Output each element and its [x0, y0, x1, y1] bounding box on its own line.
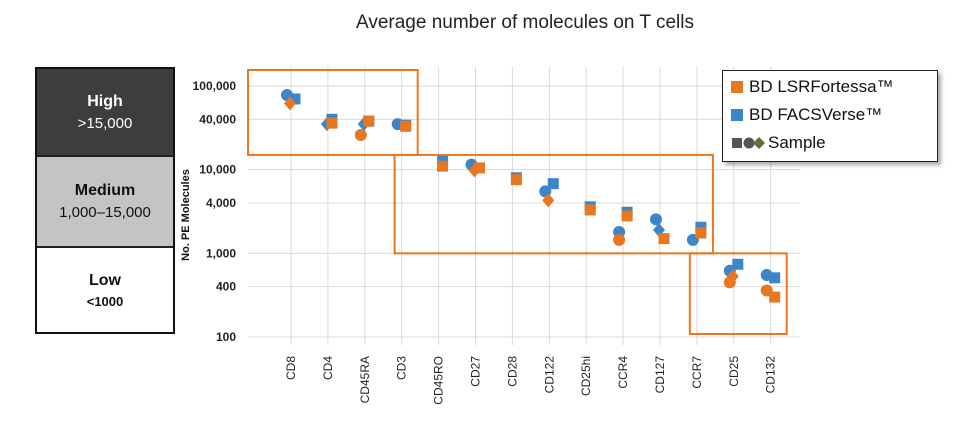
legend: BD LSRFortessa™ BD FACSVerse™ Sample [722, 70, 938, 162]
fortessa-square-marker [363, 115, 375, 127]
fortessa-circle-marker [760, 284, 773, 297]
fortessa-circle-marker [613, 233, 626, 246]
x-tick-label: CD3 [395, 356, 409, 380]
fortessa-diamond-marker [284, 96, 296, 111]
fortessa-diamond-marker [726, 269, 739, 284]
x-tick-label: CD45RO [432, 356, 446, 405]
fortessa-circle-marker [354, 128, 367, 141]
fortessa-square-marker [326, 117, 338, 129]
facsverse-swatch [731, 109, 743, 121]
legend-label-sample: Sample [768, 133, 826, 152]
legend-item-fortessa: BD LSRFortessa™ [731, 77, 894, 97]
x-tick-label: CD27 [469, 356, 483, 387]
region-box-high [247, 69, 419, 156]
legend-item-facsverse: BD FACSVerse™ [731, 105, 882, 125]
legend-label-facsverse: BD FACSVerse™ [749, 105, 883, 124]
region-box-medium [393, 153, 714, 255]
fortessa-swatch [731, 81, 743, 93]
x-tick-label: CD4 [321, 356, 335, 380]
y-axis-label: No. PE Molecules [180, 169, 192, 261]
x-tick-label: CD25hi [579, 356, 593, 396]
x-tick-label: CD28 [505, 356, 519, 387]
legend-label-fortessa: BD LSRFortessa™ [749, 77, 894, 96]
tier-low-name: Low [89, 271, 121, 289]
tier-high-name: High [87, 92, 123, 110]
tier-medium: Medium 1,000–15,000 [37, 155, 173, 248]
tier-medium-range: 1,000–15,000 [59, 204, 151, 221]
fortessa-diamond-marker [542, 193, 555, 208]
tier-medium-name: Medium [74, 182, 136, 199]
x-tick-label: CD132 [764, 356, 778, 394]
y-tick-label: 100,000 [193, 79, 237, 93]
fortessa-square-marker [621, 210, 633, 222]
fortessa-square-marker [769, 291, 781, 303]
facsverse-square-marker [732, 258, 744, 270]
facsverse-square-marker [437, 154, 449, 166]
facsverse-square-marker [289, 93, 301, 105]
tier-high: High >15,000 [37, 69, 173, 155]
region-box-low [688, 252, 788, 335]
facsverse-square-marker [769, 272, 781, 284]
x-tick-label: CD25 [727, 356, 741, 387]
expression-tier-panel: High >15,000 Medium 1,000–15,000 Low <10… [35, 67, 175, 334]
facsverse-square-marker [547, 178, 559, 190]
y-tick-label: 4,000 [206, 196, 236, 210]
facsverse-square-marker [695, 221, 707, 233]
fortessa-square-marker [437, 160, 449, 172]
x-tick-label: CCR7 [690, 356, 704, 389]
y-tick-label: 100 [216, 330, 236, 344]
y-tick-label: 10,000 [199, 163, 236, 177]
x-tick-label: CD122 [542, 356, 556, 394]
tier-high-range: >15,000 [77, 114, 133, 132]
fortessa-diamond-marker [468, 163, 481, 178]
x-tick-label: CD127 [653, 356, 667, 394]
tier-low: Low <1000 [37, 248, 173, 332]
fortessa-square-marker [474, 162, 485, 174]
y-tick-label: 1,000 [206, 246, 236, 260]
fortessa-square-marker [658, 233, 670, 245]
y-tick-label: 400 [216, 280, 236, 294]
fortessa-square-marker [584, 204, 596, 216]
fortessa-square-marker [695, 227, 707, 239]
x-tick-label: CD45RA [358, 356, 372, 403]
sample-marker-glyphs [731, 136, 765, 150]
x-tick-label: CD8 [284, 356, 298, 380]
fortessa-square-marker [510, 174, 522, 186]
tier-low-range: <1000 [86, 293, 124, 309]
x-tick-label: CCR4 [616, 356, 630, 389]
legend-item-sample: Sample [731, 133, 826, 153]
fortessa-square-marker [400, 120, 412, 132]
y-tick-label: 40,000 [199, 112, 236, 126]
marker-shapes-icon [732, 137, 765, 149]
facsverse-circle-marker [650, 213, 662, 226]
chart-title: Average number of molecules on T cells [356, 12, 694, 33]
